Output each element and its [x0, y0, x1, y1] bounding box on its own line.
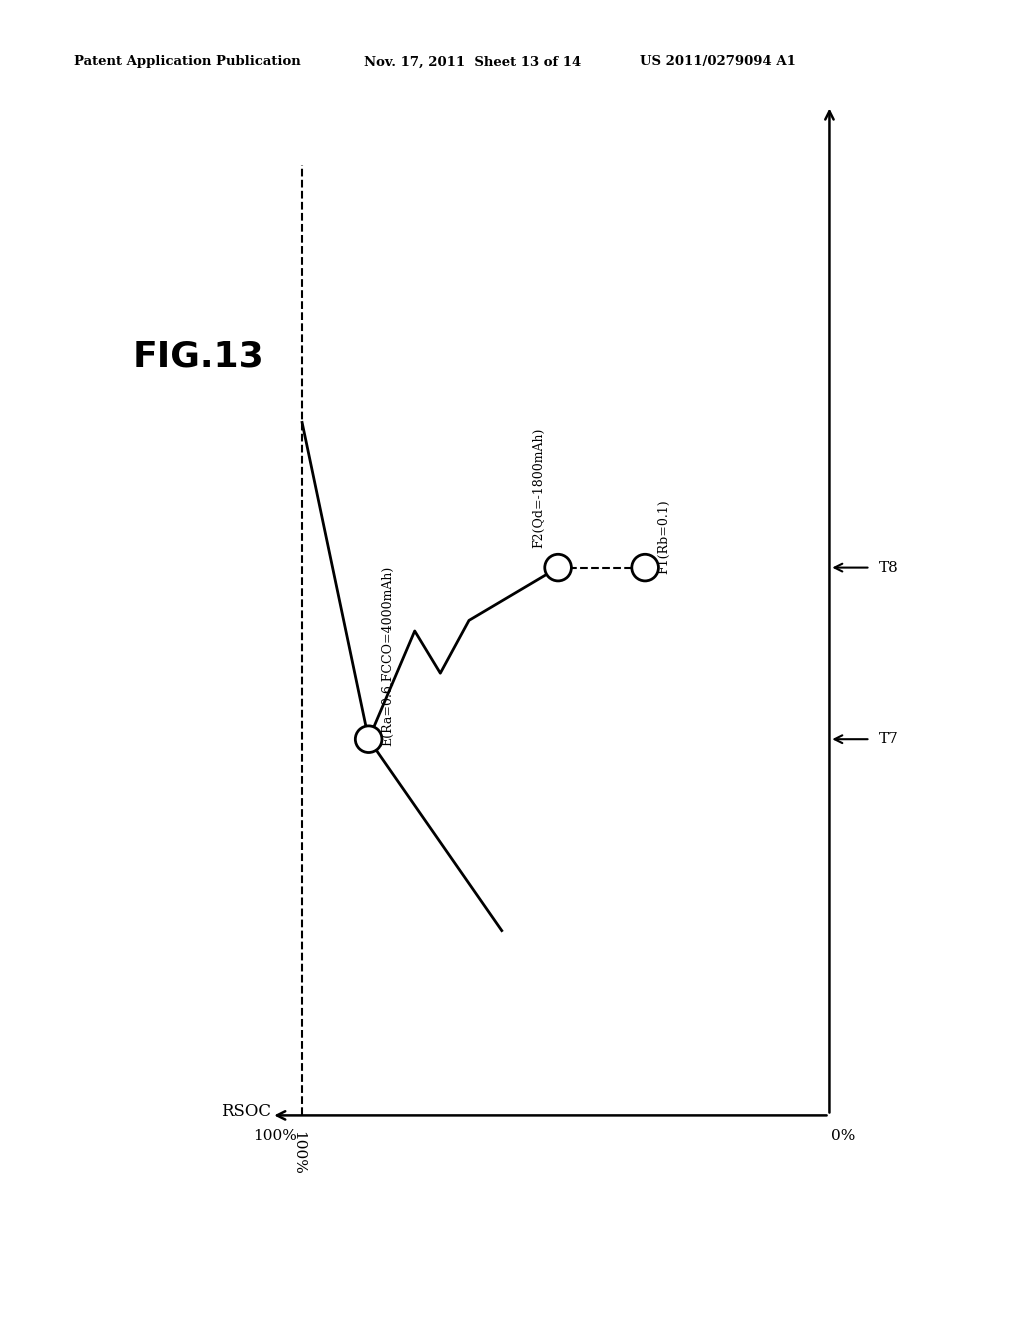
- Text: FIG.13: FIG.13: [133, 339, 265, 374]
- Text: 100%: 100%: [291, 1131, 305, 1175]
- Text: T7: T7: [879, 733, 898, 746]
- Text: 100%: 100%: [253, 1129, 297, 1143]
- Text: RSOC: RSOC: [221, 1104, 270, 1119]
- Text: E(Ra=0.6,FCCO=4000mAh): E(Ra=0.6,FCCO=4000mAh): [381, 565, 394, 746]
- Text: Patent Application Publication: Patent Application Publication: [74, 55, 300, 69]
- Text: Nov. 17, 2011  Sheet 13 of 14: Nov. 17, 2011 Sheet 13 of 14: [364, 55, 581, 69]
- Text: US 2011/0279094 A1: US 2011/0279094 A1: [640, 55, 796, 69]
- Text: T8: T8: [879, 561, 898, 574]
- Text: F1(Rb=0.1): F1(Rb=0.1): [657, 499, 671, 574]
- Text: 0%: 0%: [831, 1129, 856, 1143]
- Text: F2(Qd=-1800mAh): F2(Qd=-1800mAh): [532, 428, 546, 548]
